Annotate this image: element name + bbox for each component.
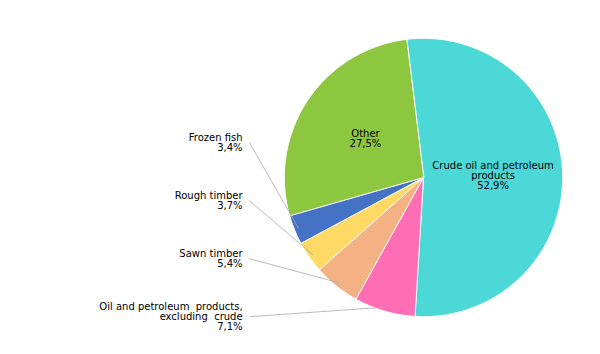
svg-text:Frozen fish3,4%: Frozen fish3,4% bbox=[189, 132, 243, 153]
svg-text:Oil and petroleum products,ex: Oil and petroleum products,excluding cru… bbox=[99, 301, 242, 332]
svg-text:Crude oil and petroleumproduct: Crude oil and petroleumproducts52,9% bbox=[432, 160, 553, 191]
svg-text:Sawn timber5,4%: Sawn timber5,4% bbox=[179, 248, 243, 269]
svg-text:Rough timber3,7%: Rough timber3,7% bbox=[175, 190, 244, 211]
svg-text:Other27,5%: Other27,5% bbox=[350, 128, 382, 149]
